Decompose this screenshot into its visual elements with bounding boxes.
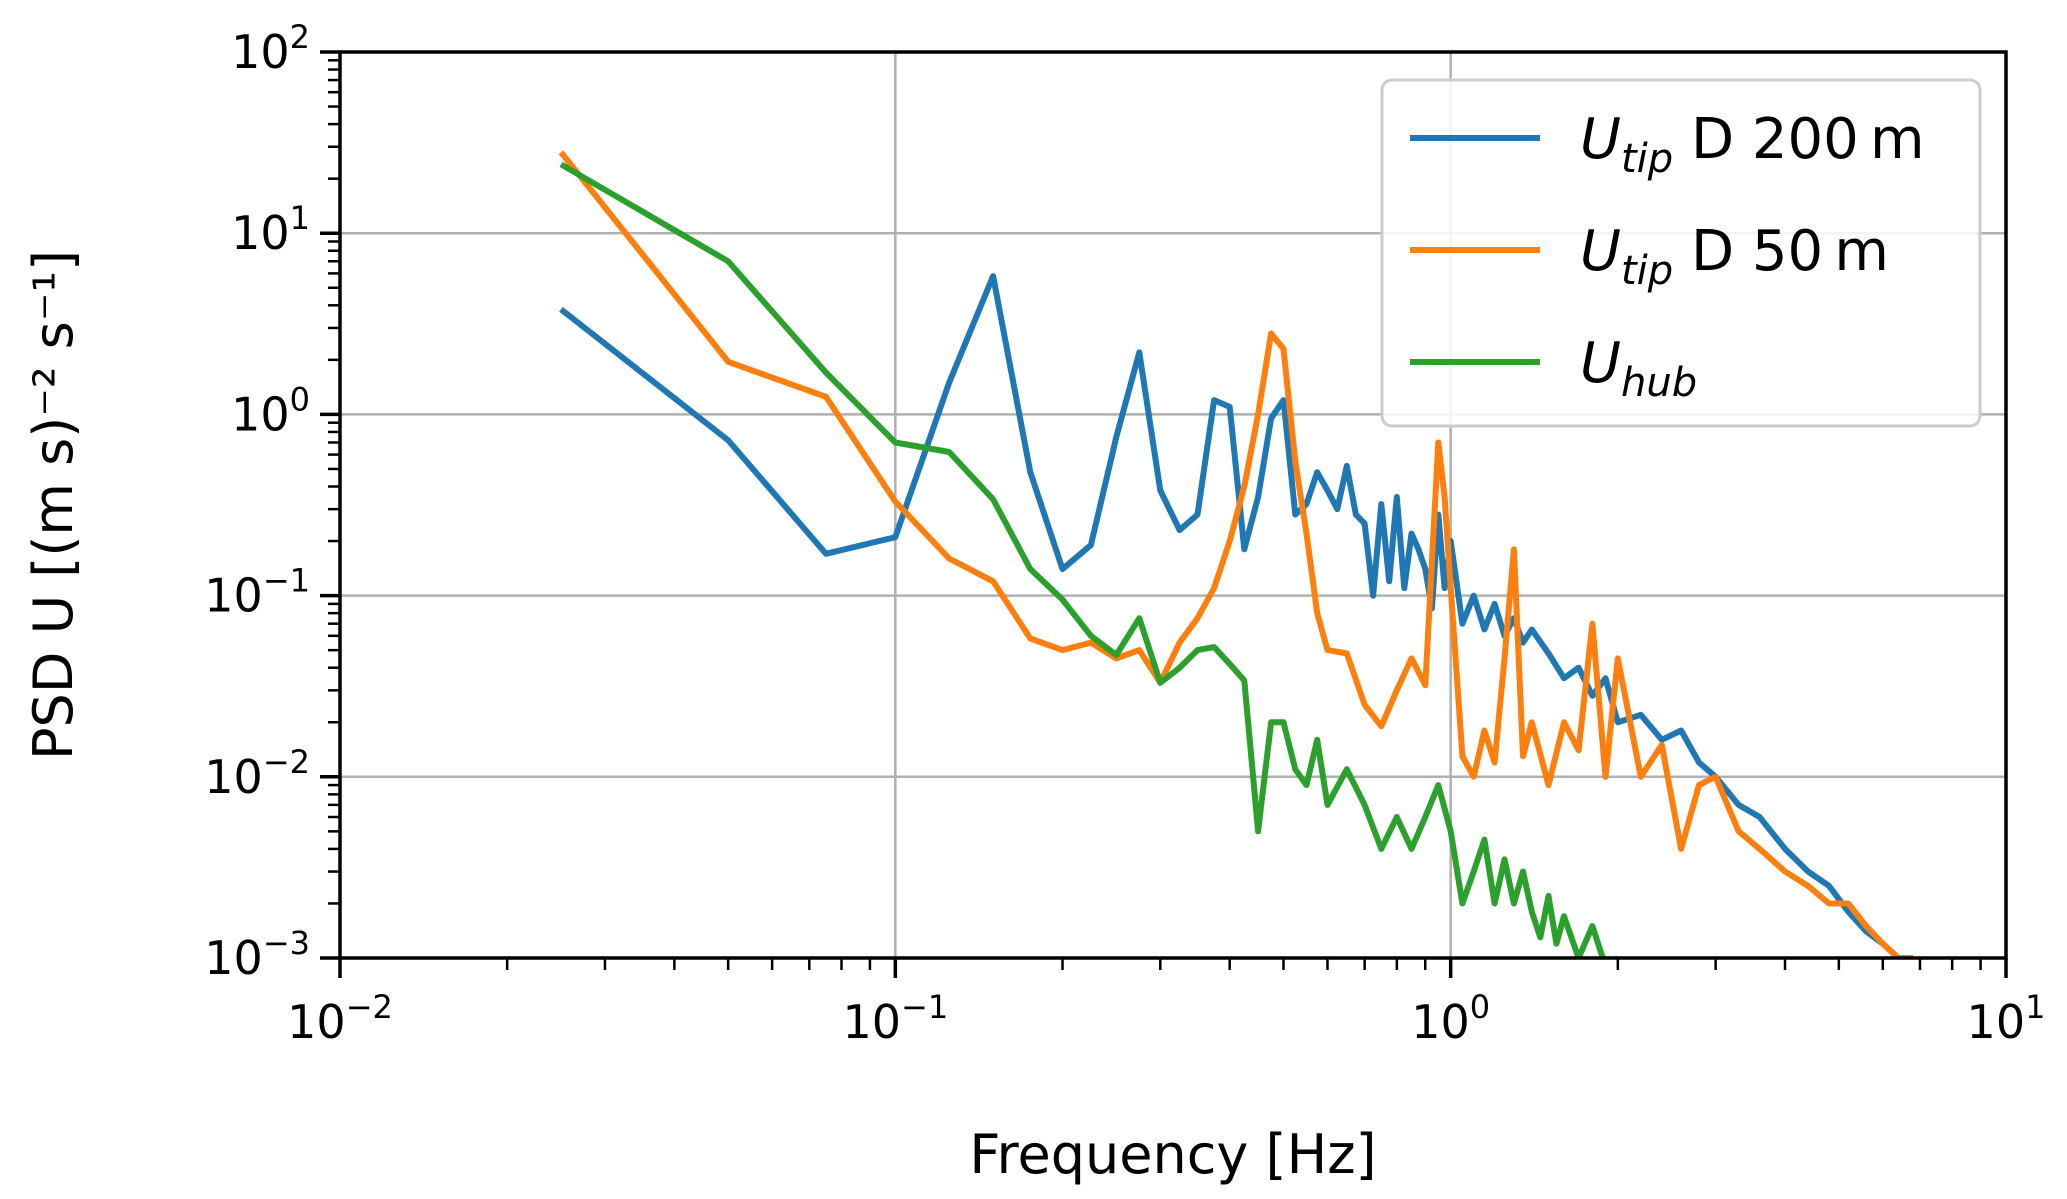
x-tick-label: 10−1 — [842, 988, 948, 1049]
y-tick-label: 101 — [231, 199, 310, 260]
y-tick-label: 100 — [231, 380, 310, 441]
legend-box — [1380, 78, 1982, 428]
y-tick-label: 10−1 — [204, 562, 310, 623]
legend-label: Uhub — [1580, 331, 1697, 406]
legend-label: Utip D 200 m — [1580, 107, 1925, 182]
y-tick-label: 102 — [231, 18, 310, 79]
legend-label: Utip D 50 m — [1580, 219, 1889, 294]
legend: Utip D 200 m Utip D 50 m Uhub — [1380, 78, 1982, 428]
x-tick-label: 100 — [1411, 988, 1490, 1049]
plot-frame — [338, 50, 2008, 960]
y-axis-label: PSD U [(m s)⁻² s⁻¹] — [22, 250, 85, 760]
y-tick-label: 10−3 — [204, 924, 310, 985]
y-tick-label: 10−2 — [204, 743, 310, 804]
x-tick-label: 101 — [1967, 988, 2046, 1049]
series-line — [559, 273, 1913, 958]
x-axis-label: Frequency [Hz] — [969, 1123, 1376, 1186]
series-line — [558, 150, 1913, 958]
x-tick-label: 10−2 — [287, 988, 393, 1049]
series-group — [558, 150, 1913, 958]
series-line — [559, 161, 1618, 958]
